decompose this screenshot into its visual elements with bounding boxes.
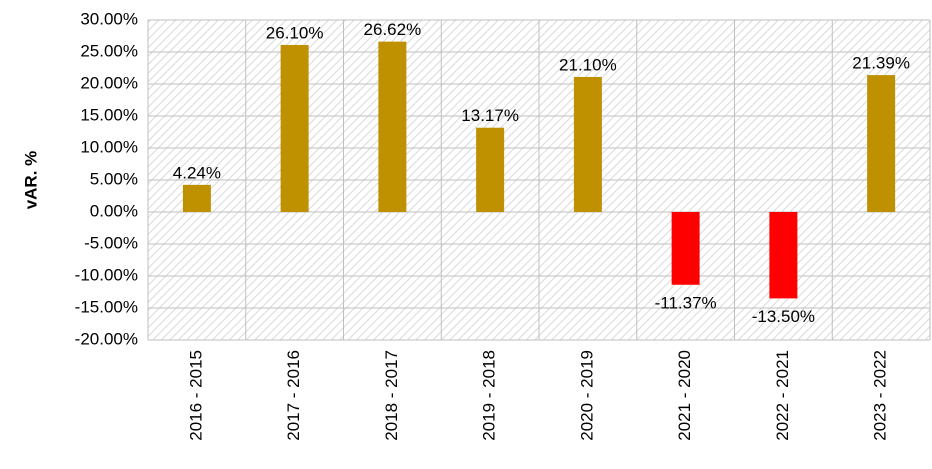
- x-tick-label: 2021 - 2020: [675, 350, 694, 441]
- bar: [378, 41, 407, 212]
- y-axis-label: vAR. %: [21, 151, 40, 210]
- y-tick-label: 25.00%: [80, 41, 138, 60]
- data-label: 4.24%: [173, 163, 221, 182]
- bar: [769, 212, 798, 299]
- x-tick-label: 2022 - 2021: [773, 350, 792, 441]
- data-label: -11.37%: [655, 293, 717, 312]
- bar: [573, 76, 602, 213]
- x-tick-label: 2016 - 2015: [186, 350, 205, 441]
- data-label: 21.10%: [559, 55, 617, 74]
- bar: [182, 184, 211, 212]
- y-tick-label: -5.00%: [84, 233, 138, 252]
- y-tick-label: -15.00%: [75, 297, 138, 316]
- x-tick-label: 2023 - 2022: [871, 350, 890, 441]
- y-tick-label: 5.00%: [90, 169, 138, 188]
- x-tick-label: 2018 - 2017: [382, 350, 401, 441]
- x-tick-label: 2020 - 2019: [577, 350, 596, 441]
- data-label: 26.10%: [266, 23, 324, 42]
- data-label: -13.50%: [752, 307, 815, 326]
- y-tick-label: 20.00%: [80, 73, 138, 92]
- data-label: 13.17%: [461, 106, 519, 125]
- y-tick-label: 10.00%: [80, 137, 138, 156]
- bar: [867, 75, 896, 212]
- x-tick-label: 2017 - 2016: [284, 350, 303, 441]
- data-label: 26.62%: [364, 20, 422, 39]
- y-tick-label: -20.00%: [75, 329, 138, 348]
- y-tick-label: 30.00%: [80, 9, 138, 28]
- data-label: 21.39%: [852, 54, 910, 73]
- y-tick-label: -10.00%: [75, 265, 138, 284]
- bar: [671, 212, 700, 285]
- bar: [476, 127, 505, 212]
- x-tick-label: 2019 - 2018: [480, 350, 499, 441]
- y-tick-label: 0.00%: [90, 201, 138, 220]
- bar: [280, 44, 309, 213]
- y-tick-label: 15.00%: [80, 105, 138, 124]
